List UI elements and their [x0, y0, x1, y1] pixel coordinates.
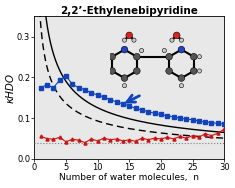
Y-axis label: κHDO: κHDO — [6, 73, 16, 103]
Title: 2,2’-Ethylenebipyridine: 2,2’-Ethylenebipyridine — [60, 6, 198, 16]
X-axis label: Number of water molecules,  n: Number of water molecules, n — [59, 174, 199, 182]
